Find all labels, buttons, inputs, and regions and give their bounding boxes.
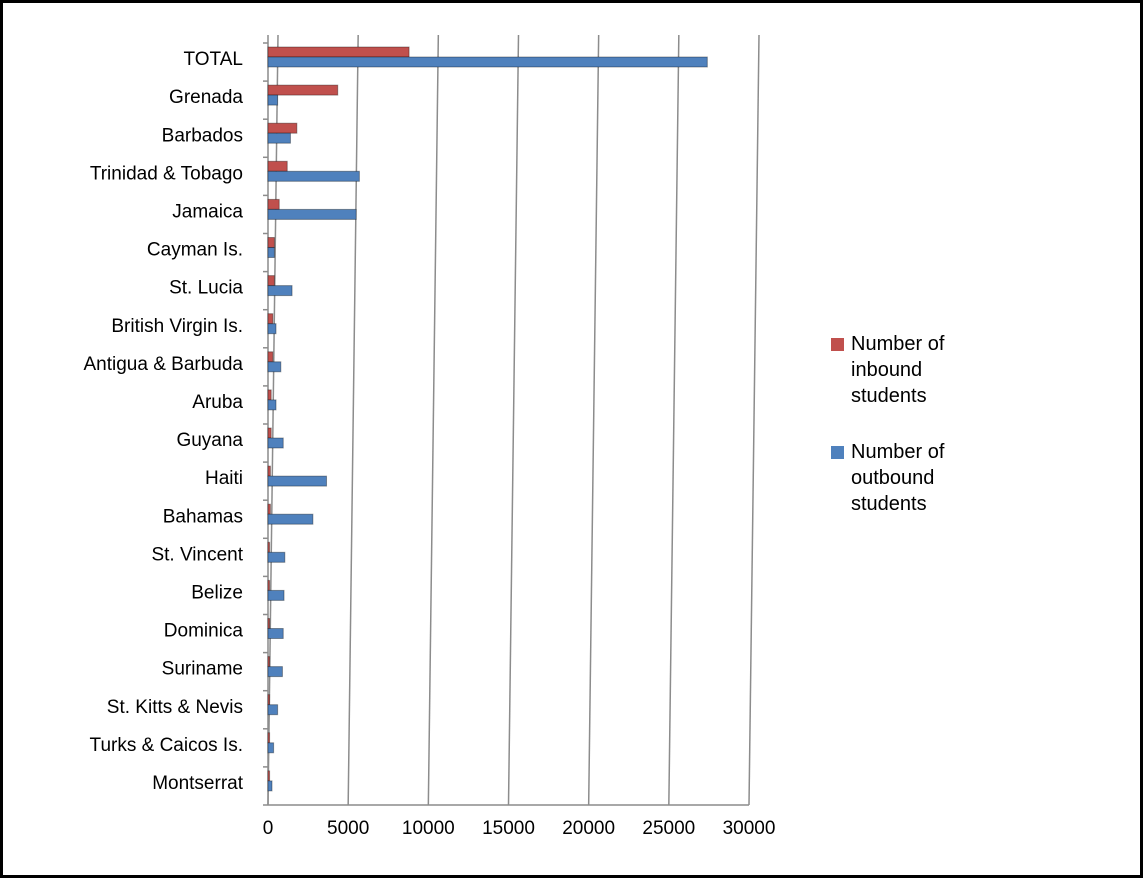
y-tick-label: Turks & Caicos Is. xyxy=(90,735,243,756)
y-tick-label: St. Lucia xyxy=(169,278,243,299)
bar xyxy=(267,170,360,182)
legend-entry: Number of outbound students xyxy=(831,439,1001,517)
x-tick-label: 5000 xyxy=(327,818,369,839)
y-tick-label: Belize xyxy=(191,582,243,603)
y-tick-label: Antigua & Barbuda xyxy=(83,354,243,375)
legend-swatch xyxy=(831,446,844,459)
bar xyxy=(267,742,275,754)
y-tick-label: Grenada xyxy=(169,87,243,108)
legend-label: Number of inbound students xyxy=(851,333,945,407)
grid-line xyxy=(748,34,760,806)
bar xyxy=(267,247,275,258)
bar xyxy=(267,56,708,68)
bar xyxy=(267,732,271,744)
bar xyxy=(267,285,293,297)
y-tick-label: St. Vincent xyxy=(151,544,243,565)
bar xyxy=(267,399,277,411)
y-tick-label: Montserrat xyxy=(152,773,244,794)
bar xyxy=(267,323,277,335)
bar xyxy=(267,541,271,553)
bar xyxy=(267,198,280,210)
grid-line xyxy=(347,34,359,806)
bar xyxy=(267,122,298,134)
y-tick-label: TOTAL xyxy=(184,49,243,70)
bar xyxy=(267,46,410,58)
bar xyxy=(267,780,273,792)
bar xyxy=(267,84,339,96)
x-tick-label: 30000 xyxy=(723,818,776,839)
grid-line xyxy=(427,34,440,806)
legend-entry: Number of inbound students xyxy=(831,331,1001,409)
bar xyxy=(267,503,271,515)
x-tick-label: 15000 xyxy=(482,818,535,839)
grid-line xyxy=(507,34,520,806)
bar xyxy=(267,427,272,439)
bar xyxy=(267,513,314,525)
y-tick-label: Guyana xyxy=(176,430,243,451)
bar xyxy=(267,589,285,601)
bar xyxy=(267,208,357,220)
bar xyxy=(267,770,271,782)
bar xyxy=(267,465,271,477)
grid-line xyxy=(267,34,279,806)
bar xyxy=(267,618,271,629)
legend-label: Number of outbound students xyxy=(851,441,945,515)
y-tick-label: Cayman Is. xyxy=(147,240,243,261)
y-tick-label: Suriname xyxy=(162,659,243,680)
grid-line xyxy=(587,34,600,806)
x-tick-label: 25000 xyxy=(642,818,695,839)
bar xyxy=(267,628,284,639)
bar xyxy=(267,389,272,401)
chart: 0 5000 10000 15000 20000 25000 30000 TOTAL Grena… xyxy=(83,34,776,839)
bar xyxy=(267,551,286,563)
y-tick-label: British Virgin Is. xyxy=(111,316,243,337)
y-tick-label: Barbados xyxy=(162,125,243,146)
grid-line xyxy=(668,34,680,806)
bar xyxy=(267,351,274,363)
y-tick-label: Jamaica xyxy=(172,201,243,222)
bar xyxy=(267,275,275,287)
y-tick-label: Haiti xyxy=(205,468,243,489)
bar xyxy=(267,704,279,716)
y-tick-label: Dominica xyxy=(164,621,244,642)
y-tick-label: St. Kitts & Nevis xyxy=(107,697,243,718)
y-tick-label: Bahamas xyxy=(163,506,243,527)
x-tick-label: 0 xyxy=(263,818,274,839)
bar xyxy=(267,313,274,325)
x-tick-label: 20000 xyxy=(562,818,615,839)
bar xyxy=(267,132,291,144)
bar xyxy=(267,694,271,706)
x-tick-label: 10000 xyxy=(402,818,455,839)
bar xyxy=(267,666,283,678)
legend-swatch xyxy=(831,338,844,351)
bar xyxy=(267,579,271,591)
bar xyxy=(267,160,288,172)
bar xyxy=(267,237,275,248)
bar xyxy=(267,94,279,106)
bar xyxy=(267,361,282,373)
y-tick-label: Trinidad & Tobago xyxy=(90,163,243,184)
y-tick-label: Aruba xyxy=(192,392,243,413)
bar xyxy=(267,475,328,487)
bar xyxy=(267,656,271,668)
bar xyxy=(267,437,284,449)
